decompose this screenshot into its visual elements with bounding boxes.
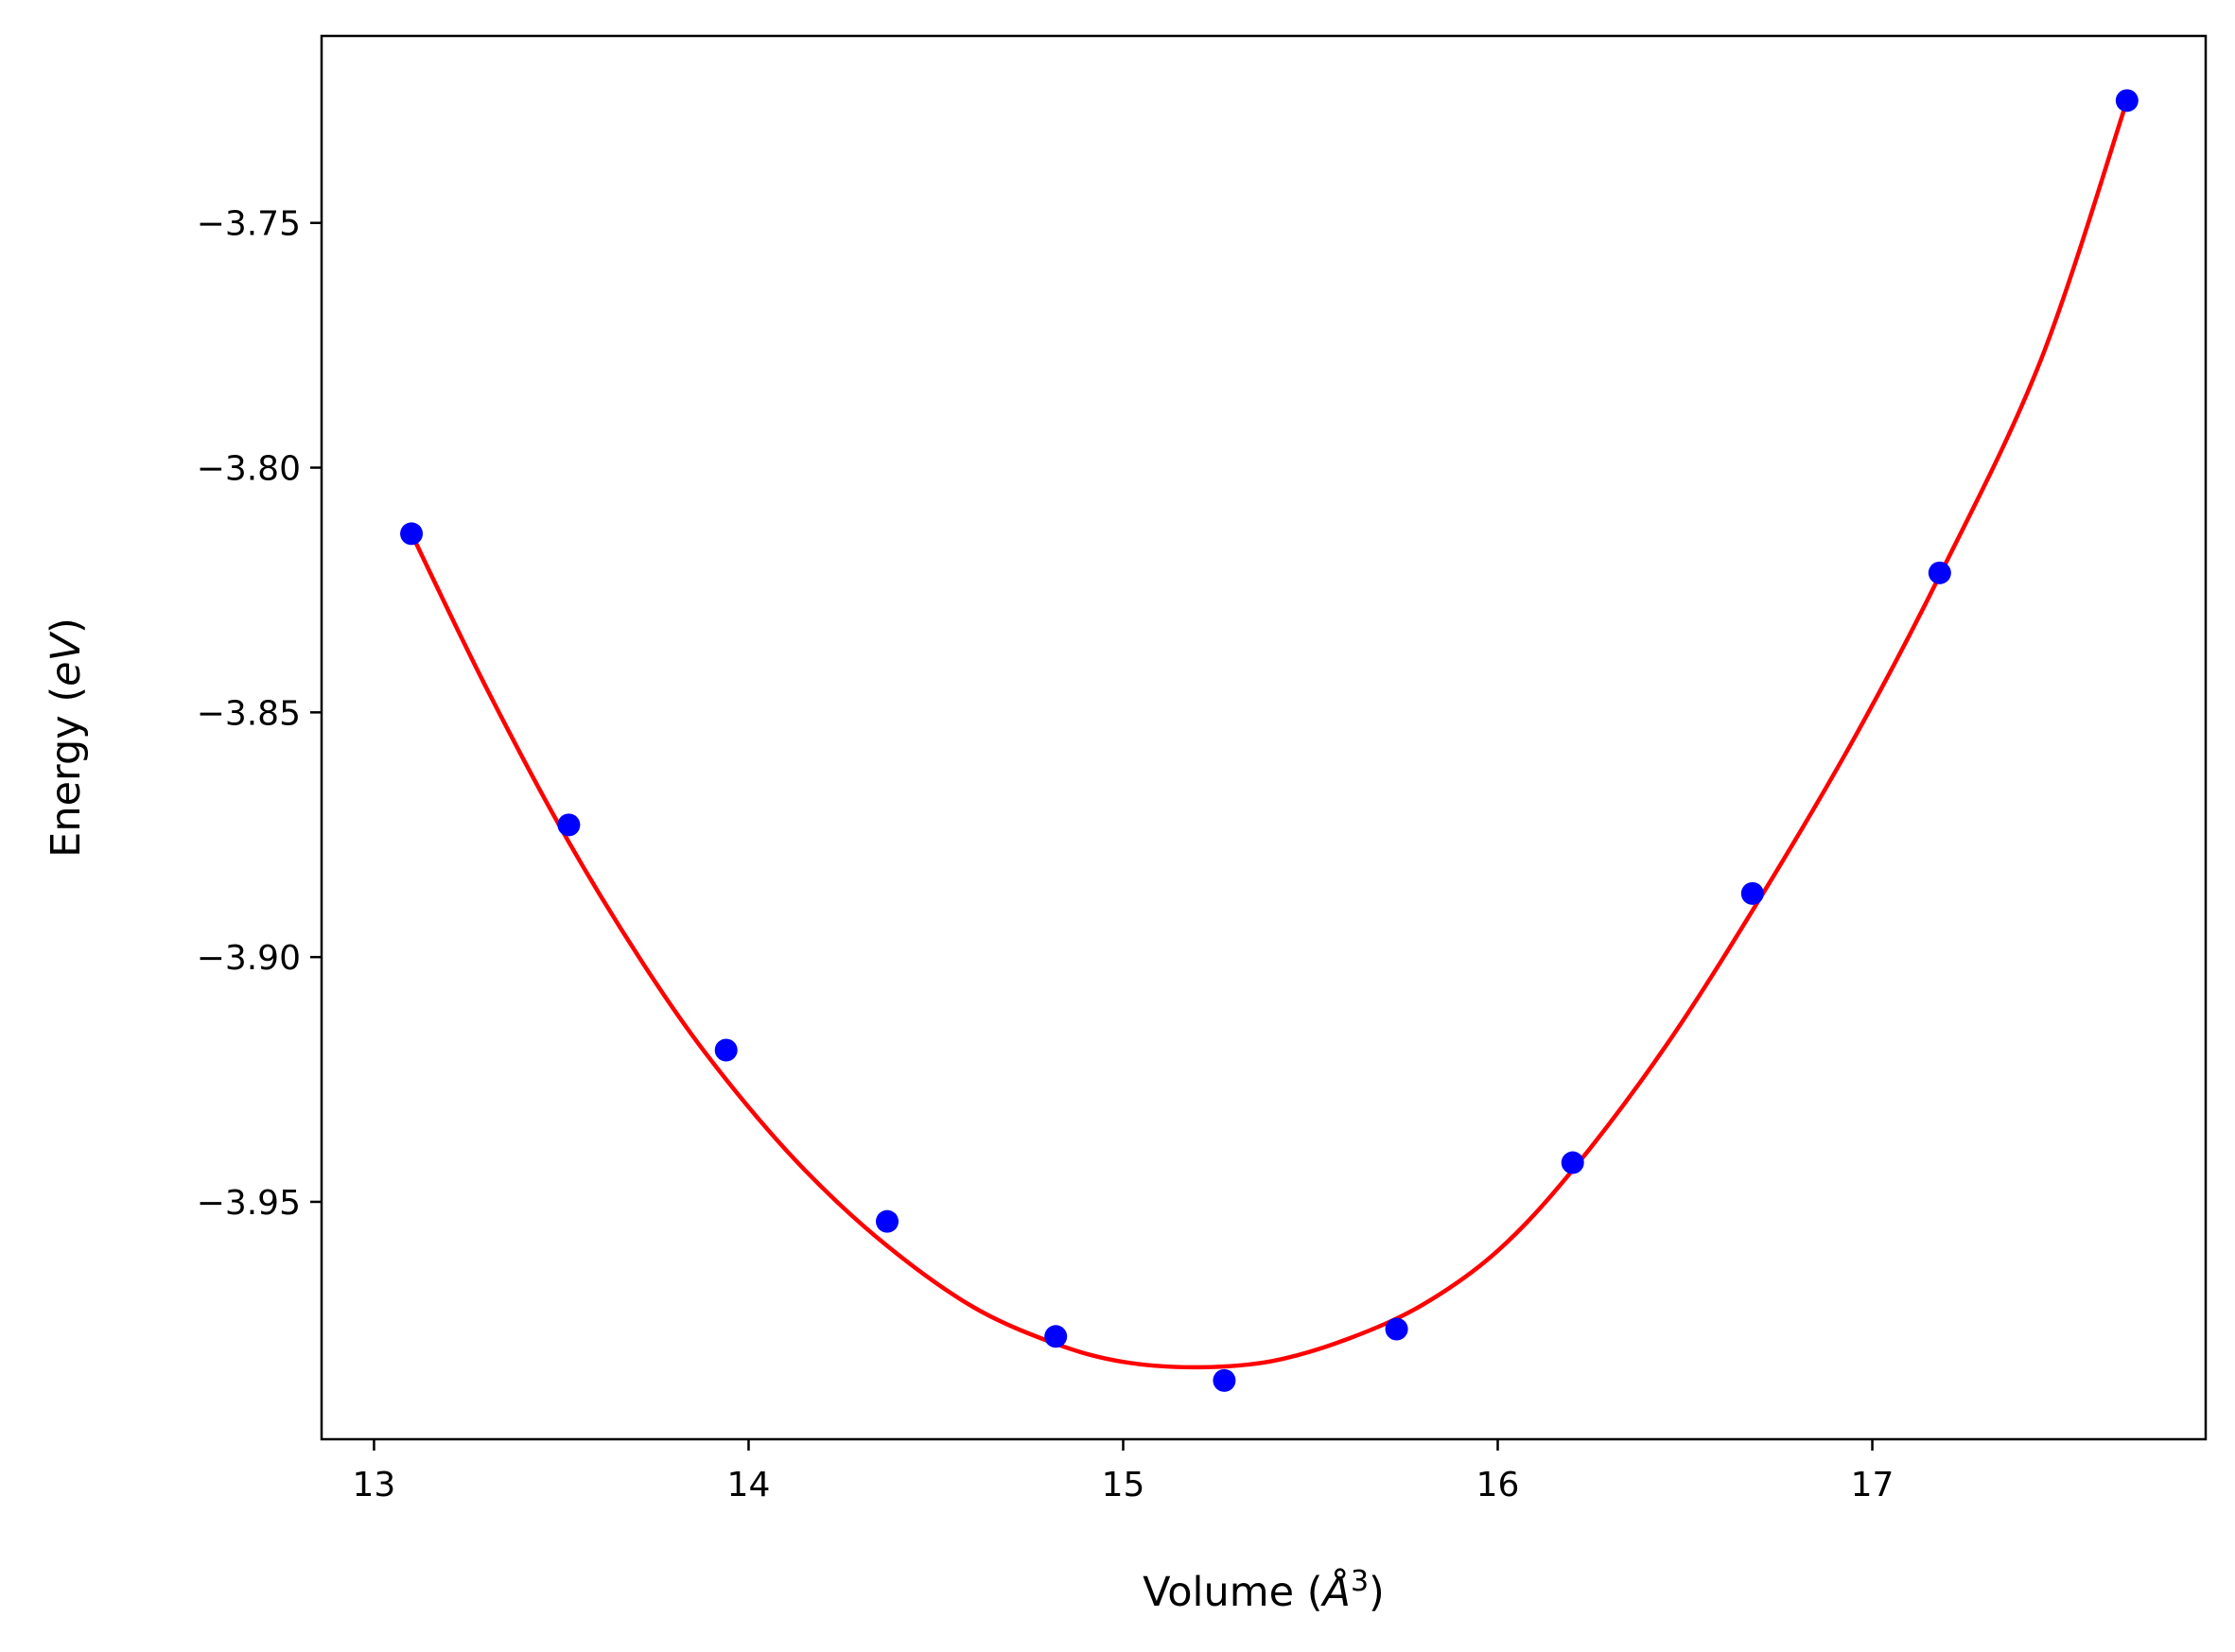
data-points-layer	[400, 89, 2139, 1392]
y-tick-label: −3.90	[197, 939, 301, 978]
x-tick-label: 13	[353, 1466, 396, 1504]
plot-area	[400, 89, 2139, 1392]
data-point	[1740, 881, 1764, 905]
y-tick-label: −3.95	[197, 1184, 301, 1223]
data-point	[557, 813, 581, 837]
data-point	[875, 1209, 899, 1233]
x-tick-label: 17	[1851, 1466, 1895, 1504]
x-tick-label: 14	[727, 1466, 771, 1504]
data-point	[714, 1038, 738, 1062]
data-point	[1928, 561, 1951, 584]
data-point	[1561, 1151, 1584, 1174]
plot-frame	[320, 34, 2208, 1441]
data-point	[1213, 1368, 1236, 1392]
y-tick-label: −3.75	[197, 205, 301, 244]
y-axis: −3.75 −3.80 −3.85 −3.90 −3.95	[197, 205, 322, 1223]
y-tick-label: −3.85	[197, 694, 301, 733]
x-tick-label: 16	[1476, 1466, 1520, 1504]
data-point	[1044, 1325, 1068, 1348]
data-point	[1385, 1317, 1408, 1341]
x-axis-label: Volume (Å3)	[1143, 1565, 1385, 1616]
fit-curve-line	[410, 99, 2129, 1370]
x-axis: 13 14 15 16 17	[353, 1439, 1895, 1504]
fit-curve-layer	[410, 99, 2129, 1370]
data-point	[400, 522, 424, 546]
data-point	[2115, 89, 2139, 113]
y-tick-label: −3.80	[197, 450, 301, 489]
y-axis-label: Energy (eV)	[43, 617, 90, 858]
x-tick-label: 15	[1102, 1466, 1145, 1504]
